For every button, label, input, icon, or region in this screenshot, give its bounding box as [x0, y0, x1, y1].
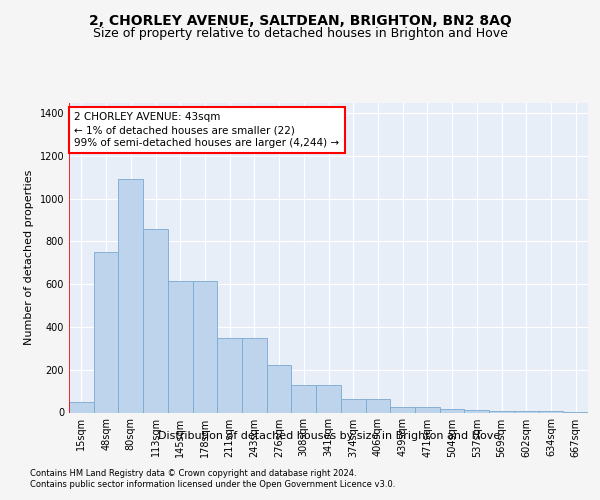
Bar: [143, 228, 168, 412]
Text: 2 CHORLEY AVENUE: 43sqm
← 1% of detached houses are smaller (22)
99% of semi-det: 2 CHORLEY AVENUE: 43sqm ← 1% of detached…: [74, 112, 340, 148]
Bar: [267, 366, 292, 412]
Y-axis label: Number of detached properties: Number of detached properties: [24, 170, 34, 345]
Text: 2, CHORLEY AVENUE, SALTDEAN, BRIGHTON, BN2 8AQ: 2, CHORLEY AVENUE, SALTDEAN, BRIGHTON, B…: [89, 14, 511, 28]
Bar: [341, 398, 365, 412]
Bar: [365, 398, 390, 412]
Text: Size of property relative to detached houses in Brighton and Hove: Size of property relative to detached ho…: [92, 28, 508, 40]
Bar: [292, 384, 316, 412]
Bar: [415, 407, 440, 412]
Text: Contains HM Land Registry data © Crown copyright and database right 2024.: Contains HM Land Registry data © Crown c…: [30, 469, 356, 478]
Text: Distribution of detached houses by size in Brighton and Hove: Distribution of detached houses by size …: [158, 431, 500, 441]
Bar: [94, 252, 118, 412]
Bar: [390, 407, 415, 412]
Bar: [316, 384, 341, 412]
Bar: [118, 180, 143, 412]
Bar: [193, 281, 217, 412]
Bar: [217, 338, 242, 412]
Bar: [440, 410, 464, 412]
Bar: [168, 281, 193, 412]
Bar: [69, 402, 94, 412]
Text: Contains public sector information licensed under the Open Government Licence v3: Contains public sector information licen…: [30, 480, 395, 489]
Bar: [464, 410, 489, 412]
Bar: [242, 338, 267, 412]
